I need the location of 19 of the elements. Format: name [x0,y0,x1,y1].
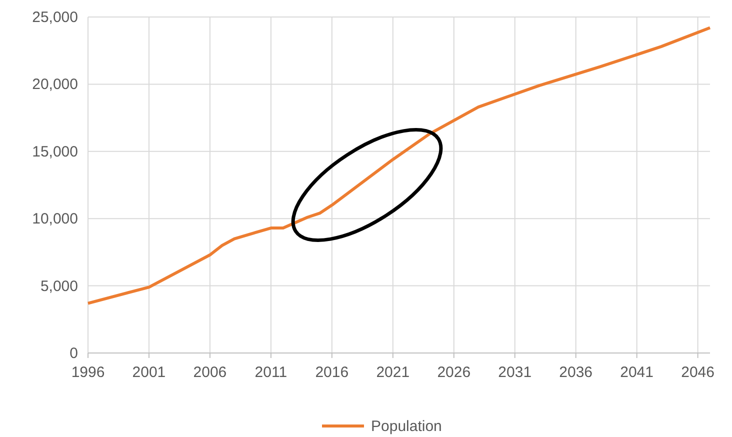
x-tick-label: 2036 [559,364,593,381]
y-tick-label: 0 [70,345,78,362]
y-tick-label: 15,000 [32,143,78,160]
x-tick-label: 1996 [71,364,105,381]
y-tick-label: 10,000 [32,210,78,228]
x-tick-label: 2041 [620,364,654,381]
x-tick-label: 2016 [315,364,349,381]
x-tick-label: 2011 [254,364,288,381]
line-series [86,26,712,305]
x-tick-label: 2026 [437,364,471,381]
x-tick-label: 2046 [681,364,714,381]
y-tick-label: 20,000 [32,76,78,94]
y-tick-label: 25,000 [32,9,78,26]
x-tick-label: 2021 [376,364,410,381]
y-tick-label: 5,000 [40,278,78,295]
legend-label: Population [371,418,442,435]
x-tick-label: 2006 [193,364,227,381]
x-tick-label: 2001 [132,364,166,381]
x-tick-label: 2031 [498,364,532,381]
